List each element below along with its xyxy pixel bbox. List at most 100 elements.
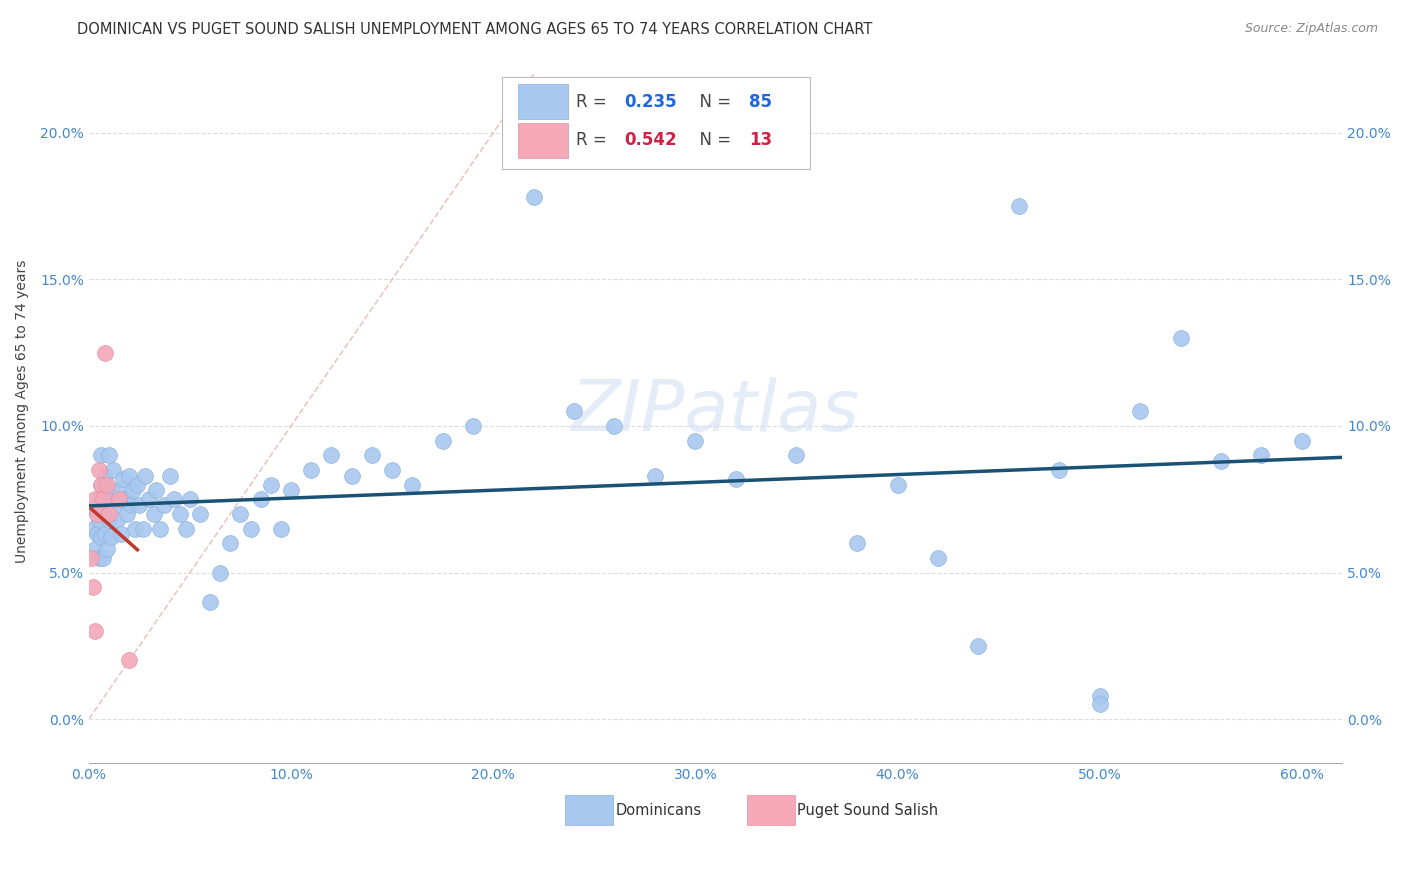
Point (84, 542, 107, 557)
Point (360, 448, 382, 462)
Point (80, 550, 103, 565)
Point (249, 492, 271, 507)
Point (401, 477, 423, 491)
Point (124, 522, 146, 536)
Point (120, 498, 142, 512)
Point (886, 477, 908, 491)
Point (87, 513, 110, 527)
Point (90, 448, 112, 462)
Point (685, 434, 707, 448)
Point (96, 477, 118, 491)
Text: ZIPatlas: ZIPatlas (571, 376, 860, 446)
Point (87, 492, 110, 507)
Point (145, 483, 167, 498)
Point (461, 419, 484, 434)
Point (340, 468, 363, 483)
Point (134, 468, 156, 483)
Point (159, 468, 181, 483)
Point (87, 463, 110, 477)
FancyBboxPatch shape (517, 123, 568, 158)
Point (321, 448, 343, 462)
FancyBboxPatch shape (517, 84, 568, 120)
Point (603, 419, 626, 434)
Point (239, 522, 262, 536)
Point (142, 507, 165, 521)
Point (91, 501, 114, 516)
Point (82, 580, 104, 594)
Point (96, 492, 118, 507)
Point (100, 530, 122, 544)
Point (104, 498, 127, 512)
Point (1047, 463, 1070, 477)
Point (1291, 434, 1313, 448)
Point (219, 536, 242, 550)
Point (967, 639, 990, 653)
Text: N =: N = (689, 93, 737, 111)
Point (1250, 448, 1272, 462)
Point (209, 566, 232, 580)
Point (163, 492, 186, 507)
Point (299, 463, 322, 477)
Point (1088, 689, 1111, 703)
Point (108, 492, 131, 507)
Point (98, 513, 121, 527)
Point (927, 550, 949, 565)
Point (91, 550, 114, 565)
Point (1008, 199, 1031, 213)
Point (132, 522, 155, 536)
Point (152, 498, 174, 512)
Point (270, 522, 292, 536)
Point (1170, 331, 1192, 345)
Point (122, 483, 145, 498)
Point (128, 498, 150, 512)
Point (724, 472, 747, 486)
Point (260, 477, 283, 491)
Point (169, 507, 191, 521)
Point (90, 530, 112, 544)
Point (118, 653, 141, 667)
Point (94, 345, 117, 359)
Point (1088, 698, 1111, 712)
Point (562, 404, 585, 418)
Point (108, 483, 131, 498)
Text: N =: N = (689, 131, 737, 150)
Point (91, 492, 114, 507)
Point (198, 595, 221, 609)
Point (174, 522, 197, 536)
Text: 13: 13 (749, 131, 772, 150)
Point (94, 527, 117, 541)
Point (105, 513, 128, 527)
Point (90, 477, 112, 491)
Point (523, 190, 546, 204)
Point (846, 536, 869, 550)
Point (100, 483, 122, 498)
Point (117, 507, 139, 521)
Point (432, 434, 454, 448)
Text: R =: R = (576, 93, 613, 111)
Point (84, 501, 107, 516)
Point (1129, 404, 1152, 418)
Point (110, 527, 132, 541)
Point (229, 507, 252, 521)
Text: Dominicans: Dominicans (616, 803, 702, 818)
Point (94, 468, 117, 483)
Point (127, 477, 149, 491)
Text: DOMINICAN VS PUGET SOUND SALISH UNEMPLOYMENT AMONG AGES 65 TO 74 YEARS CORRELATI: DOMINICAN VS PUGET SOUND SALISH UNEMPLOY… (77, 22, 873, 37)
Text: 85: 85 (749, 93, 772, 111)
Text: R =: R = (576, 131, 613, 150)
Point (149, 522, 172, 536)
Point (90, 477, 112, 491)
Point (112, 472, 135, 486)
Point (86, 507, 108, 521)
Text: 0.235: 0.235 (624, 93, 676, 111)
Text: Source: ZipAtlas.com: Source: ZipAtlas.com (1244, 22, 1378, 36)
Point (118, 468, 141, 483)
Point (84, 492, 107, 507)
Point (179, 492, 201, 507)
Point (114, 492, 136, 507)
Point (96, 542, 118, 557)
Point (86, 527, 108, 541)
FancyBboxPatch shape (502, 78, 810, 169)
Point (82, 522, 104, 536)
FancyBboxPatch shape (747, 796, 794, 825)
